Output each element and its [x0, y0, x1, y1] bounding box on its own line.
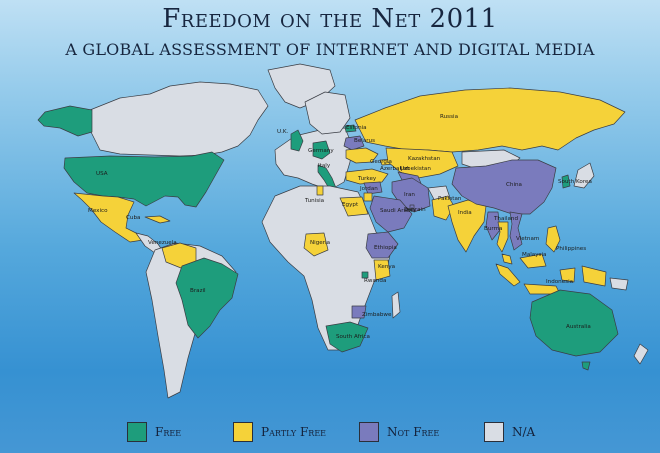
country-madagascar[interactable]	[391, 291, 401, 319]
label-usa: USA	[96, 171, 108, 177]
country-kenya[interactable]	[373, 259, 391, 281]
label-georgia: Georgia	[370, 159, 392, 165]
label-jordan: Jordan	[359, 186, 378, 192]
map-subtitle: A GLOBAL ASSESSMENT OF INTERNET AND DIGI…	[65, 40, 595, 59]
label-brazil: Brazil	[190, 288, 206, 294]
country-south-africa[interactable]	[325, 321, 369, 353]
country-germany[interactable]	[312, 140, 331, 160]
country-burma[interactable]	[485, 211, 501, 241]
country-india[interactable]	[447, 199, 487, 253]
legend-label-partly-free: Partly Free	[261, 425, 326, 439]
label-uzbekistan: Uzbekistan	[400, 166, 431, 172]
country-turkey[interactable]	[345, 168, 389, 185]
country-japan[interactable]	[573, 162, 595, 189]
label-nigeria: Nigeria	[310, 240, 330, 246]
country-new-zealand[interactable]	[633, 343, 649, 365]
country-kazakhstan[interactable]	[385, 147, 459, 179]
country-saudi-arabia[interactable]	[369, 195, 413, 233]
legend-label-na: N/A	[512, 425, 536, 439]
label-russia: Russia	[440, 114, 458, 120]
label-china: China	[506, 182, 522, 188]
country-jordan[interactable]	[363, 192, 373, 202]
legend-item-free: Free	[127, 422, 181, 442]
label-turkey: Turkey	[357, 176, 377, 182]
country-canada[interactable]	[89, 81, 269, 157]
label-vietnam: Vietnam	[516, 236, 539, 242]
legend: Free Partly Free Not Free N/A	[0, 422, 660, 446]
label-italy: Italy	[318, 163, 331, 169]
country-nigeria[interactable]	[303, 232, 329, 257]
label-zimbabwe: Zimbabwe	[362, 312, 392, 318]
label-germany: Germany	[308, 148, 334, 154]
country-russia[interactable]	[354, 87, 626, 153]
label-kazakhstan: Kazakhstan	[408, 156, 441, 162]
country-thailand[interactable]	[496, 221, 509, 253]
legend-item-partly-free: Partly Free	[233, 422, 326, 442]
label-philippines: Philippines	[556, 246, 586, 252]
label-malaysia: Malaysia	[522, 252, 546, 258]
country-ukraine-region[interactable]	[345, 147, 379, 164]
label-rwanda: Rwanda	[364, 278, 386, 284]
label-cuba: Cuba	[126, 215, 140, 221]
label-mexico: Mexico	[88, 208, 108, 214]
label-ethiopia: Ethiopia	[374, 245, 397, 251]
label-south-korea: South Korea	[558, 179, 592, 185]
label-egypt: Egypt	[342, 202, 359, 208]
label-thailand: Thailand	[493, 216, 518, 222]
label-venezuela: Venezuela	[148, 240, 177, 246]
country-usa[interactable]	[63, 151, 225, 208]
label-kenya: Kenya	[378, 264, 395, 270]
country-australia[interactable]	[529, 289, 619, 357]
legend-swatch-free	[127, 422, 147, 442]
map-title: Freedom on the Net 2011	[162, 4, 498, 34]
country-philippines[interactable]	[545, 225, 561, 253]
legend-item-not-free: Not Free	[359, 422, 439, 442]
country-estonia[interactable]	[344, 124, 357, 133]
legend-swatch-partly-free	[233, 422, 253, 442]
label-indonesia: Indonesia	[546, 279, 573, 285]
label-pakistan: Pakistan	[438, 196, 462, 202]
label-uk: U.K.	[277, 129, 289, 135]
country-tasmania[interactable]	[581, 361, 591, 371]
legend-swatch-na	[484, 422, 504, 442]
label-belarus: Belarus	[354, 138, 375, 144]
country-brazil[interactable]	[175, 257, 239, 339]
country-vietnam[interactable]	[509, 211, 523, 251]
country-uk[interactable]	[290, 129, 304, 152]
legend-swatch-not-free	[359, 422, 379, 442]
country-china[interactable]	[451, 159, 557, 215]
label-iran: Iran	[404, 192, 415, 198]
label-bahrain: Bahrain	[404, 207, 426, 213]
country-tunisia[interactable]	[316, 185, 324, 196]
label-south-africa: South Africa	[336, 334, 370, 340]
label-burma: Burma	[484, 226, 502, 232]
label-india: India	[458, 210, 472, 216]
country-belarus[interactable]	[343, 135, 365, 151]
legend-item-na: N/A	[484, 422, 535, 442]
country-ethiopia[interactable]	[365, 231, 399, 259]
label-saudi-arabia: Saudi Arabia	[380, 208, 416, 214]
country-scandinavia[interactable]	[304, 91, 351, 135]
label-estonia: Estonia	[346, 125, 367, 131]
country-europe-other[interactable]	[274, 127, 353, 191]
legend-label-free: Free	[155, 425, 182, 439]
country-syria-region[interactable]	[363, 181, 383, 195]
country-egypt[interactable]	[339, 196, 369, 217]
country-malaysia[interactable]	[501, 253, 547, 269]
label-azerbaijan: Azerbaijan	[380, 166, 410, 172]
country-alaska[interactable]	[37, 105, 93, 137]
country-south-korea[interactable]	[561, 174, 571, 189]
label-australia: Australia	[566, 324, 591, 330]
country-bahrain[interactable]	[409, 204, 415, 210]
country-papua[interactable]	[609, 277, 629, 291]
legend-label-not-free: Not Free	[387, 425, 440, 439]
country-zimbabwe[interactable]	[351, 305, 367, 319]
label-tunisia: Tunisia	[304, 198, 324, 204]
country-cuba[interactable]	[144, 215, 171, 224]
country-rwanda[interactable]	[361, 271, 369, 279]
